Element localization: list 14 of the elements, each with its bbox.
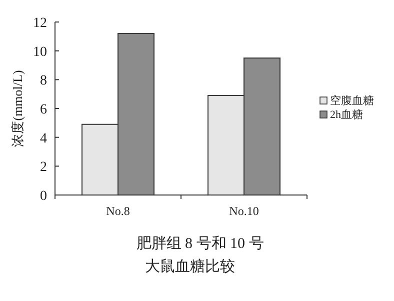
y-tick-label: 0 (40, 189, 47, 204)
text: 肥胖组 8 号和 10 号 (136, 235, 264, 252)
legend-label: 2h血糖 (330, 108, 363, 121)
y-tick-label: 12 (33, 16, 47, 31)
text: 大鼠血糖比较 (145, 258, 235, 275)
y-tick-label: 6 (40, 102, 47, 118)
y-tick-label: 2 (40, 160, 47, 176)
x-tick-label: No.10 (229, 204, 259, 218)
y-axis-title: 浓度(mmol/L) (10, 70, 25, 147)
y-tick-label: 4 (40, 131, 47, 146)
y-tick-label: 10 (33, 44, 47, 60)
y-tick-label: 8 (40, 74, 47, 89)
legend-label: 空腹血糖 (330, 94, 374, 107)
x-tick-label: No.8 (106, 204, 130, 218)
